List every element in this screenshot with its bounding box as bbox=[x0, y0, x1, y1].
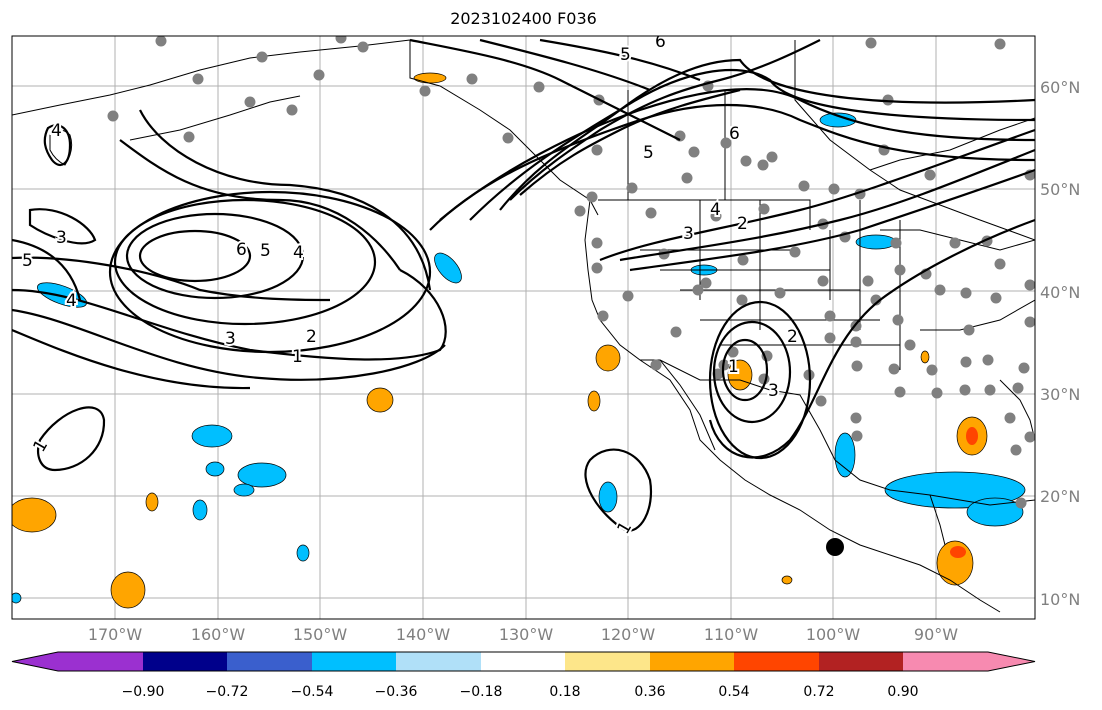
colorbar-tick-labels: −0.90 −0.72 −0.54 −0.36 −0.18 0.18 0.36 … bbox=[122, 684, 919, 700]
map-frame bbox=[11, 35, 1036, 620]
colorbar-outline bbox=[11, 651, 1036, 672]
colorbar-tick-label: 0.54 bbox=[718, 684, 749, 700]
colorbar-segment bbox=[819, 652, 903, 671]
contour-label: 6 bbox=[655, 32, 666, 52]
storm-marker bbox=[826, 538, 844, 556]
contour-label: 2 bbox=[306, 327, 317, 347]
map-title: 2023102400 F036 bbox=[450, 9, 597, 28]
lon-label: 130°W bbox=[499, 625, 554, 644]
gridlines bbox=[12, 36, 1035, 619]
contour-label: 3 bbox=[683, 224, 694, 244]
colorbar-segment bbox=[58, 652, 143, 671]
colorbar-tick-label: −0.36 bbox=[375, 684, 418, 700]
contour-label: 5 bbox=[260, 241, 271, 261]
contour-label: 6 bbox=[236, 240, 247, 260]
lat-label: 60°N bbox=[1040, 78, 1080, 97]
contour-label: 4 bbox=[51, 121, 62, 141]
colorbar-segment bbox=[650, 652, 734, 671]
lon-label: 140°W bbox=[396, 625, 451, 644]
map-panel: 4 3 5 4 6 5 4 3 2 1 1 1 5 6 6 5 4 3 2 2 … bbox=[12, 32, 1035, 619]
colorbar-segment bbox=[396, 652, 481, 671]
colorbar-tick-label: 0.72 bbox=[803, 684, 834, 700]
contour-label: 3 bbox=[768, 381, 779, 401]
lat-label: 20°N bbox=[1040, 487, 1080, 506]
lon-label: 150°W bbox=[293, 625, 348, 644]
colorbar-extend-high bbox=[988, 652, 1035, 671]
coastlines bbox=[12, 39, 1035, 613]
contour-label: 4 bbox=[710, 200, 721, 220]
contour-label: 1 bbox=[728, 357, 739, 377]
colorbar-tick-label: 0.90 bbox=[887, 684, 918, 700]
contour-label: 4 bbox=[293, 243, 304, 263]
longitude-labels: 170°W 160°W 150°W 140°W 130°W 120°W 110°… bbox=[88, 625, 958, 644]
colorbar-segment bbox=[734, 652, 819, 671]
contour-label: 1 bbox=[292, 347, 303, 367]
lon-label: 160°W bbox=[191, 625, 246, 644]
colorbar-tick-label: 0.18 bbox=[549, 684, 580, 700]
contour-label: 5 bbox=[620, 45, 631, 65]
contour-label: 2 bbox=[737, 214, 748, 234]
colorbar-segment bbox=[481, 652, 565, 671]
colorbar-tick-label: −0.54 bbox=[291, 684, 334, 700]
contour-label: 5 bbox=[22, 251, 33, 271]
colorbar bbox=[11, 651, 1036, 672]
station-markers bbox=[107, 36, 1035, 509]
contour-label: 2 bbox=[787, 327, 798, 347]
contour-label: 3 bbox=[225, 329, 236, 349]
lat-label: 10°N bbox=[1040, 590, 1080, 609]
contour-label: 5 bbox=[643, 143, 654, 163]
colorbar-tick-label: 0.36 bbox=[634, 684, 665, 700]
contour-lines bbox=[12, 38, 1035, 532]
colorbar-segment bbox=[227, 652, 312, 671]
lat-label: 30°N bbox=[1040, 385, 1080, 404]
colorbar-segment bbox=[312, 652, 396, 671]
colorbar-segment bbox=[143, 652, 227, 671]
lon-label: 100°W bbox=[806, 625, 861, 644]
lon-label: 170°W bbox=[88, 625, 143, 644]
colorbar-tick-label: −0.72 bbox=[206, 684, 249, 700]
latitude-labels: 60°N 50°N 40°N 30°N 20°N 10°N bbox=[1040, 78, 1080, 609]
lon-label: 120°W bbox=[601, 625, 656, 644]
lat-label: 50°N bbox=[1040, 180, 1080, 199]
colorbar-segment bbox=[903, 652, 988, 671]
contour-label: 6 bbox=[729, 124, 740, 144]
lon-label: 90°W bbox=[914, 625, 958, 644]
contour-label: 3 bbox=[56, 228, 67, 248]
contour-label-group: 4 3 5 4 6 5 4 3 2 1 1 1 5 6 6 5 4 3 2 2 … bbox=[20, 32, 800, 540]
colorbar-tick-label: −0.18 bbox=[460, 684, 503, 700]
colorbar-tick-label: −0.90 bbox=[122, 684, 165, 700]
colorbar-extend-low bbox=[12, 652, 58, 671]
colorbar-segment bbox=[565, 652, 650, 671]
contour-label: 4 bbox=[66, 291, 77, 311]
lat-label: 40°N bbox=[1040, 283, 1080, 302]
lon-label: 110°W bbox=[704, 625, 759, 644]
